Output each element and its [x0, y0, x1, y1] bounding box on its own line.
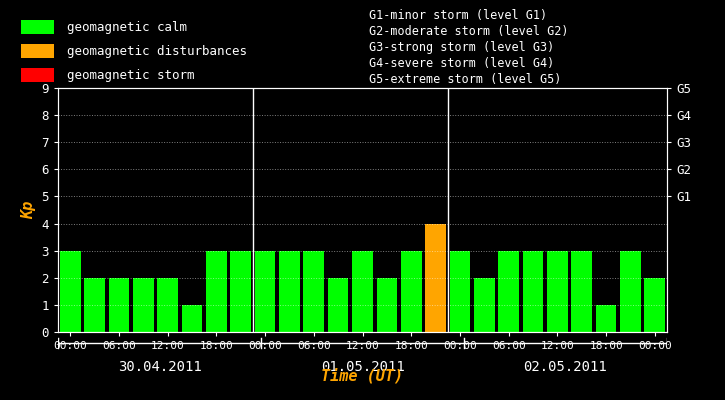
Bar — [376, 278, 397, 332]
Text: 02.05.2011: 02.05.2011 — [523, 360, 608, 374]
Bar — [109, 278, 129, 332]
Bar — [279, 251, 299, 332]
Bar — [426, 224, 446, 332]
FancyBboxPatch shape — [21, 68, 54, 82]
Bar — [304, 251, 324, 332]
Bar — [571, 251, 592, 332]
Text: G5-extreme storm (level G5): G5-extreme storm (level G5) — [370, 74, 562, 86]
Bar — [498, 251, 519, 332]
Bar — [523, 251, 543, 332]
Bar — [620, 251, 641, 332]
Bar — [231, 251, 251, 332]
Bar — [352, 251, 373, 332]
Bar — [328, 278, 349, 332]
Bar — [157, 278, 178, 332]
Bar — [206, 251, 227, 332]
Bar — [645, 278, 665, 332]
Bar — [84, 278, 105, 332]
FancyBboxPatch shape — [21, 20, 54, 34]
Text: geomagnetic disturbances: geomagnetic disturbances — [67, 45, 246, 58]
Text: Time (UT): Time (UT) — [321, 368, 404, 383]
Y-axis label: Kp: Kp — [21, 201, 36, 219]
Text: G4-severe storm (level G4): G4-severe storm (level G4) — [370, 58, 555, 70]
Bar — [182, 305, 202, 332]
Bar — [596, 305, 616, 332]
FancyBboxPatch shape — [21, 44, 54, 58]
Bar — [474, 278, 494, 332]
Bar — [547, 251, 568, 332]
Bar — [133, 278, 154, 332]
Bar — [60, 251, 80, 332]
Text: 30.04.2011: 30.04.2011 — [117, 360, 202, 374]
Text: G1-minor storm (level G1): G1-minor storm (level G1) — [370, 10, 547, 22]
Text: 01.05.2011: 01.05.2011 — [320, 360, 405, 374]
Bar — [254, 251, 276, 332]
Text: G3-strong storm (level G3): G3-strong storm (level G3) — [370, 42, 555, 54]
Bar — [450, 251, 471, 332]
Text: G2-moderate storm (level G2): G2-moderate storm (level G2) — [370, 26, 569, 38]
Bar — [401, 251, 421, 332]
Text: geomagnetic calm: geomagnetic calm — [67, 21, 187, 34]
Text: geomagnetic storm: geomagnetic storm — [67, 69, 194, 82]
